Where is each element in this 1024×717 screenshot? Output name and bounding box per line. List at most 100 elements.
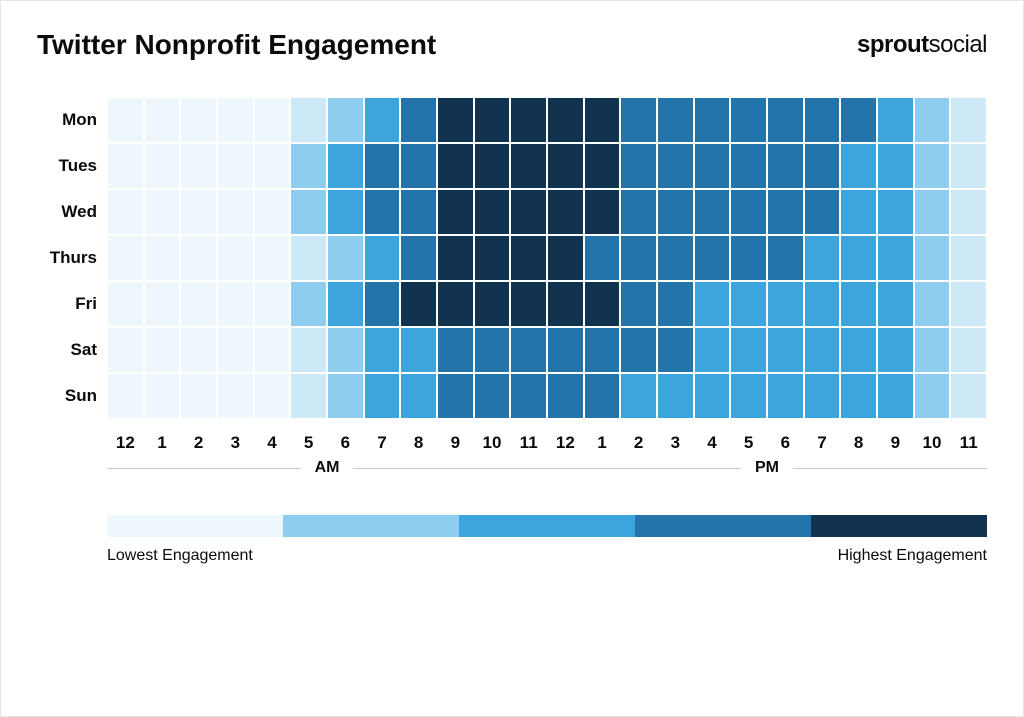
heatmap-cell — [364, 373, 401, 419]
day-label: Sat — [37, 327, 97, 373]
heatmap-cell — [217, 97, 254, 143]
heatmap-cell — [730, 97, 767, 143]
heatmap-cell — [364, 189, 401, 235]
day-label: Tues — [37, 143, 97, 189]
heatmap-cell — [327, 143, 364, 189]
heatmap-cell — [510, 281, 547, 327]
hour-label: 2 — [620, 433, 657, 453]
heatmap-cell — [657, 373, 694, 419]
pm-label: PM — [741, 459, 793, 477]
heatmap-cell — [107, 143, 144, 189]
heatmap-cell — [950, 235, 987, 281]
hour-label: 11 — [510, 433, 547, 453]
heatmap-grid — [107, 97, 987, 419]
heatmap-cell — [914, 281, 951, 327]
am-label: AM — [301, 459, 354, 477]
hour-label: 6 — [767, 433, 804, 453]
legend-high-label: Highest Engagement — [838, 547, 987, 565]
hour-label: 11 — [950, 433, 987, 453]
heatmap-cell — [510, 143, 547, 189]
heatmap-cell — [180, 235, 217, 281]
am-half: AM — [107, 459, 547, 477]
heatmap-cell — [694, 373, 731, 419]
heatmap-cell — [767, 235, 804, 281]
brand-part1: sprout — [857, 31, 929, 58]
heatmap-cell — [107, 235, 144, 281]
heatmap-cell — [217, 281, 254, 327]
heatmap-cell — [657, 97, 694, 143]
heatmap-cell — [327, 327, 364, 373]
heatmap-cell — [290, 281, 327, 327]
hour-label: 7 — [364, 433, 401, 453]
heatmap-cell — [840, 97, 877, 143]
heatmap-cell — [584, 373, 621, 419]
heatmap-cell — [767, 373, 804, 419]
heatmap-cell — [877, 189, 914, 235]
legend-bar — [107, 515, 987, 537]
legend-segment — [283, 515, 459, 537]
hour-label: 5 — [290, 433, 327, 453]
heatmap-cell — [657, 281, 694, 327]
heatmap-cell — [437, 189, 474, 235]
heatmap-cell — [364, 235, 401, 281]
heatmap-cell — [914, 373, 951, 419]
hour-label: 4 — [694, 433, 731, 453]
hour-label: 3 — [657, 433, 694, 453]
heatmap-cell — [400, 97, 437, 143]
heatmap-cell — [804, 189, 841, 235]
hour-label: 2 — [180, 433, 217, 453]
heatmap-cell — [547, 189, 584, 235]
day-label: Mon — [37, 97, 97, 143]
pm-line-left — [547, 468, 741, 469]
heatmap-cell — [950, 281, 987, 327]
heatmap-cell — [840, 327, 877, 373]
hour-label: 9 — [437, 433, 474, 453]
heatmap-cell — [730, 373, 767, 419]
heatmap-cell — [620, 327, 657, 373]
heatmap-cell — [254, 189, 291, 235]
heatmap-cell — [474, 143, 511, 189]
heatmap-cell — [620, 143, 657, 189]
heatmap-cell — [290, 189, 327, 235]
heatmap-cell — [877, 97, 914, 143]
heatmap-cell — [694, 235, 731, 281]
heatmap-cell — [180, 143, 217, 189]
heatmap-cell — [584, 281, 621, 327]
hour-label: 8 — [400, 433, 437, 453]
heatmap-cell — [914, 327, 951, 373]
heatmap-cell — [547, 97, 584, 143]
legend-segment — [459, 515, 635, 537]
heatmap-cell — [584, 189, 621, 235]
heatmap-cell — [657, 235, 694, 281]
heatmap-cell — [730, 281, 767, 327]
heatmap-cell — [400, 235, 437, 281]
hour-label: 10 — [474, 433, 511, 453]
heatmap-cell — [510, 373, 547, 419]
heatmap-cell — [217, 235, 254, 281]
heatmap-cell — [730, 327, 767, 373]
hour-label: 12 — [107, 433, 144, 453]
heatmap-cell — [290, 143, 327, 189]
chart-frame: Twitter Nonprofit Engagement sproutsocia… — [0, 0, 1024, 717]
heatmap-cell — [584, 143, 621, 189]
heatmap-cell — [767, 281, 804, 327]
heatmap-cell — [510, 327, 547, 373]
heatmap-cell — [474, 373, 511, 419]
day-labels-column: MonTuesWedThursFriSatSun — [37, 97, 107, 419]
heatmap-cell — [144, 327, 181, 373]
heatmap-cell — [437, 143, 474, 189]
heatmap-cell — [400, 327, 437, 373]
hour-label: 12 — [547, 433, 584, 453]
heatmap-cell — [950, 143, 987, 189]
heatmap-cell — [437, 281, 474, 327]
heatmap-cell — [144, 189, 181, 235]
heatmap-cell — [400, 189, 437, 235]
heatmap-cell — [474, 97, 511, 143]
heatmap-cell — [694, 97, 731, 143]
header: Twitter Nonprofit Engagement sproutsocia… — [37, 29, 987, 61]
heatmap-cell — [584, 235, 621, 281]
legend-segment — [811, 515, 987, 537]
legend-text-row: Lowest Engagement Highest Engagement — [107, 547, 987, 565]
heatmap-cell — [510, 97, 547, 143]
heatmap-cell — [474, 281, 511, 327]
